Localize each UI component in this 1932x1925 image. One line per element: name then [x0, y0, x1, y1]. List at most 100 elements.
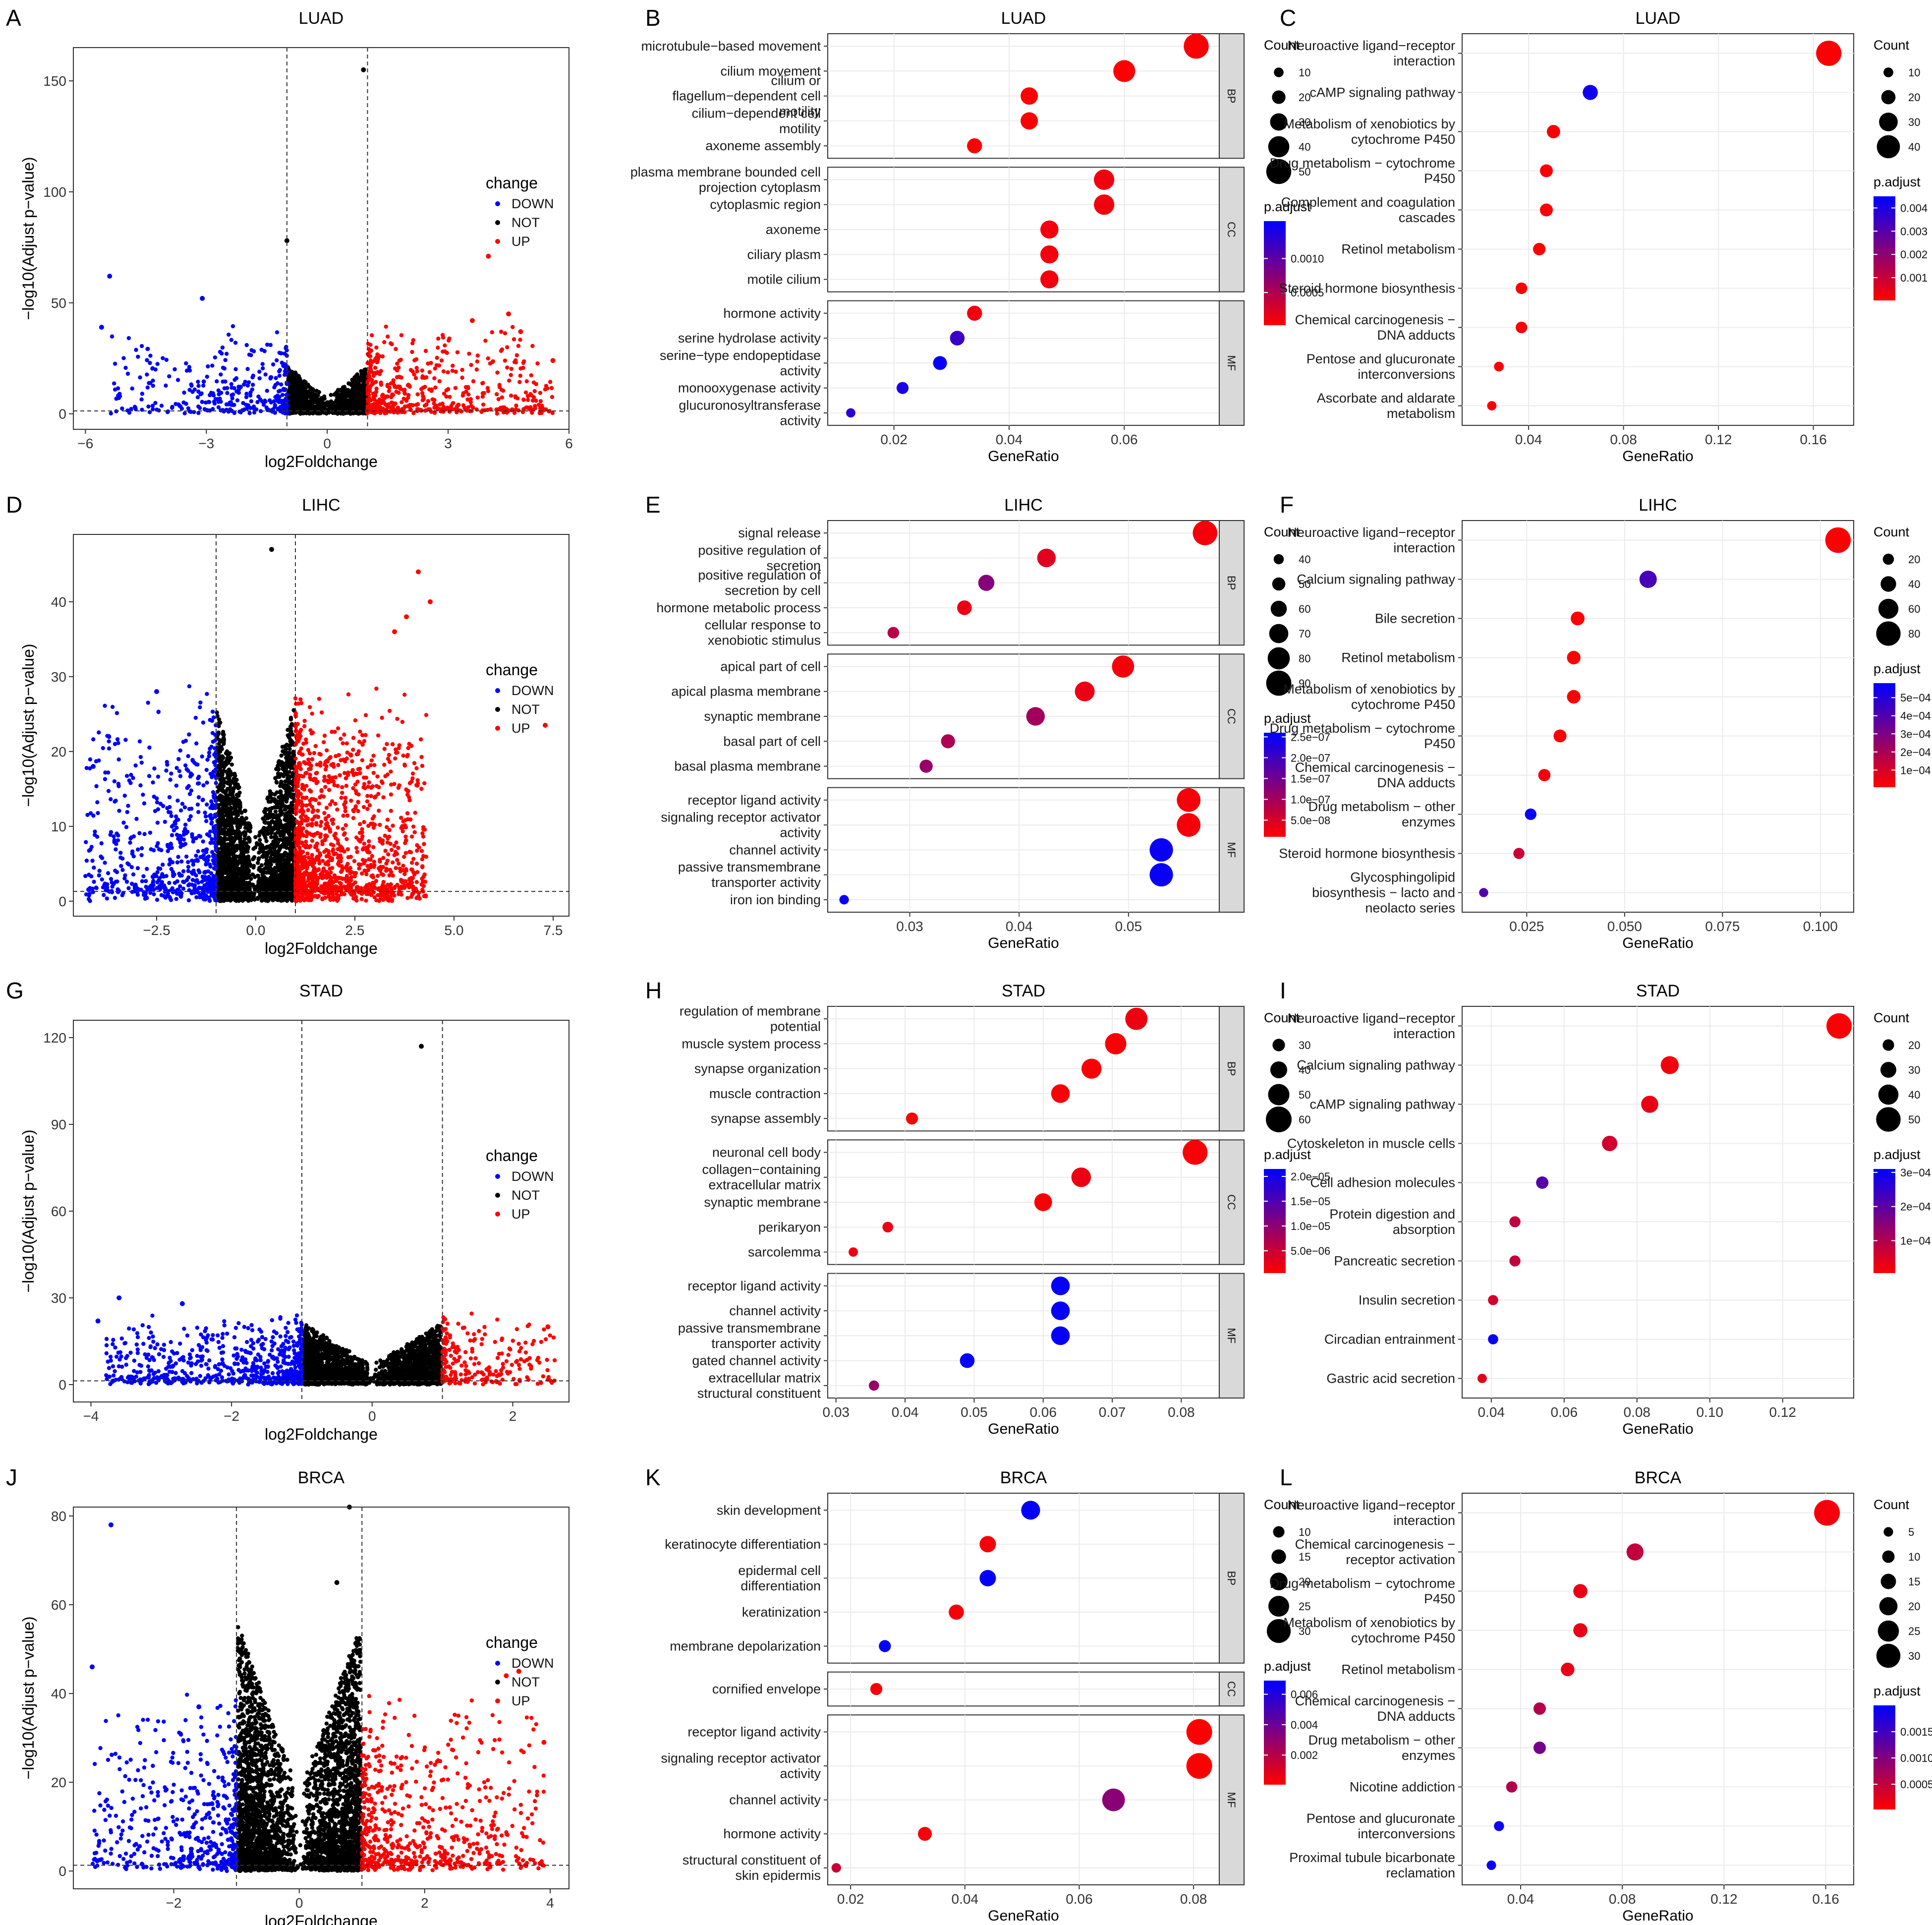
- point-not: [229, 818, 233, 823]
- point-down: [155, 362, 160, 366]
- point-down: [272, 399, 277, 404]
- point-up: [460, 393, 465, 398]
- point-up: [410, 350, 414, 354]
- term-dot: [1583, 85, 1598, 100]
- point-not: [338, 398, 342, 403]
- legend-title: change: [486, 174, 538, 192]
- point-down: [233, 367, 238, 371]
- point-not: [280, 745, 285, 749]
- term-label-line: glucuronosyltransferase: [679, 398, 821, 412]
- point-up: [432, 398, 437, 403]
- point-up: [539, 410, 544, 415]
- point-up: [380, 354, 385, 359]
- p-legend-label: 0.002: [1900, 248, 1928, 261]
- point-outlier: [506, 311, 511, 317]
- point-down: [200, 400, 205, 404]
- point-up: [436, 336, 441, 341]
- point-not: [290, 772, 295, 777]
- facet-CC: plasma membrane bounded cell projection c…: [630, 165, 1245, 292]
- point-up: [535, 361, 540, 366]
- p-legend-label: 0.001: [1900, 272, 1928, 284]
- point-up: [376, 404, 381, 408]
- point-down: [245, 367, 250, 371]
- point-not: [258, 838, 262, 842]
- point-up: [521, 365, 525, 370]
- point-up: [503, 358, 508, 363]
- point-not: [229, 762, 234, 767]
- point-not: [247, 821, 252, 826]
- x-axis-label: GeneRatio: [988, 448, 1059, 465]
- point-not: [350, 377, 354, 382]
- point-up: [441, 335, 446, 340]
- term-label-line: motile cilium: [747, 272, 821, 287]
- point-not: [322, 396, 327, 401]
- point-up: [505, 365, 510, 370]
- point-down: [215, 379, 219, 384]
- point-not: [290, 816, 295, 820]
- point-not: [270, 869, 275, 874]
- point-up: [482, 408, 487, 412]
- point-down: [273, 405, 277, 409]
- point-not: [335, 393, 340, 397]
- term-label: Drug metabolism − cytochrome P450: [1270, 156, 1455, 186]
- point-down: [225, 351, 229, 356]
- term-dot: [1539, 203, 1553, 217]
- point-down: [133, 405, 138, 410]
- point-down: [187, 365, 192, 369]
- point-down: [125, 371, 130, 376]
- x-tick-label: −6: [77, 436, 93, 451]
- point-up: [451, 363, 455, 368]
- point-not: [349, 381, 354, 386]
- point-not: [310, 387, 315, 392]
- point-up: [389, 341, 393, 346]
- point-not: [241, 879, 246, 884]
- point-down: [234, 376, 239, 381]
- point-down: [283, 372, 287, 377]
- point-up: [525, 394, 530, 399]
- point-down: [235, 398, 240, 403]
- point-outlier: [99, 325, 104, 330]
- point-up: [393, 401, 398, 406]
- point-not: [302, 379, 307, 384]
- p-colorbar: [1874, 196, 1895, 300]
- point-not: [301, 388, 306, 393]
- point-up: [437, 363, 442, 368]
- point-up: [515, 396, 520, 401]
- point-down: [242, 382, 246, 387]
- point-up: [368, 343, 373, 347]
- point-up: [390, 392, 395, 397]
- point-down: [164, 357, 169, 362]
- term-label: axoneme: [766, 222, 821, 237]
- point-up: [503, 331, 508, 336]
- point-up: [412, 358, 417, 363]
- point-not: [280, 760, 284, 764]
- term-dot: [1516, 321, 1528, 334]
- point-up: [423, 349, 428, 353]
- point-not: [235, 885, 240, 890]
- x-tick-label: 0: [323, 436, 331, 451]
- point-up: [369, 333, 374, 338]
- facet-main: Neuroactive ligand−receptor interactioncA…: [1270, 33, 1854, 426]
- point-not: [246, 837, 251, 841]
- p-legend-label: 0.003: [1900, 225, 1928, 237]
- term-dot: [1184, 33, 1209, 59]
- point-down: [205, 374, 209, 379]
- point-up: [435, 355, 439, 360]
- point-up: [523, 390, 528, 395]
- point-not: [224, 876, 228, 881]
- point-down: [245, 406, 249, 411]
- point-not: [242, 809, 247, 813]
- point-not: [233, 831, 238, 835]
- point-not: [225, 823, 229, 828]
- point-not: [275, 790, 279, 795]
- point-down: [170, 405, 174, 409]
- point-up: [517, 380, 522, 384]
- point-down: [260, 366, 265, 371]
- point-not: [266, 899, 270, 903]
- y-tick-label: 150: [43, 73, 66, 89]
- point-not: [292, 402, 297, 407]
- panel-letter: A: [6, 5, 21, 31]
- point-down: [209, 391, 214, 395]
- point-down: [164, 383, 168, 388]
